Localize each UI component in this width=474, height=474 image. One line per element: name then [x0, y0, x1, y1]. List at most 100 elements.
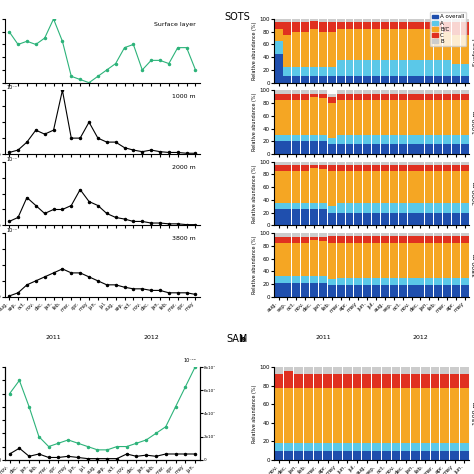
- Bar: [399, 22, 407, 28]
- Bar: [292, 135, 300, 141]
- Bar: [461, 91, 469, 93]
- Bar: [425, 203, 433, 213]
- Bar: [443, 32, 451, 60]
- Bar: [443, 22, 451, 32]
- Bar: [274, 367, 283, 374]
- Bar: [443, 213, 451, 226]
- Bar: [417, 22, 424, 28]
- Bar: [363, 165, 371, 171]
- Bar: [443, 236, 451, 243]
- Bar: [381, 19, 389, 22]
- Bar: [408, 233, 416, 236]
- Bar: [382, 374, 391, 388]
- Bar: [452, 35, 460, 64]
- Bar: [363, 233, 371, 236]
- Bar: [346, 135, 354, 145]
- Bar: [283, 165, 292, 171]
- Bar: [381, 236, 389, 243]
- Bar: [346, 213, 354, 226]
- Bar: [399, 60, 407, 76]
- Bar: [363, 19, 371, 22]
- Bar: [301, 141, 309, 154]
- Bar: [372, 28, 380, 60]
- Bar: [337, 213, 345, 226]
- Bar: [328, 165, 336, 171]
- Bar: [294, 374, 303, 388]
- Bar: [452, 22, 460, 35]
- Bar: [452, 236, 460, 243]
- Bar: [390, 203, 398, 213]
- Bar: [434, 165, 442, 171]
- Bar: [283, 35, 292, 67]
- Bar: [292, 283, 300, 297]
- Bar: [461, 93, 469, 100]
- Bar: [284, 388, 293, 443]
- Bar: [452, 93, 460, 100]
- Bar: [443, 93, 451, 100]
- Bar: [425, 100, 433, 135]
- Bar: [399, 236, 407, 243]
- Bar: [310, 240, 318, 276]
- Bar: [408, 60, 416, 76]
- Bar: [301, 32, 309, 67]
- Bar: [408, 135, 416, 145]
- Bar: [328, 22, 336, 32]
- Bar: [452, 76, 460, 82]
- Bar: [408, 145, 416, 154]
- Bar: [292, 233, 300, 237]
- Bar: [310, 141, 318, 154]
- Bar: [355, 60, 362, 76]
- Bar: [310, 283, 318, 297]
- Bar: [390, 22, 398, 28]
- Bar: [319, 233, 327, 237]
- Bar: [310, 93, 318, 97]
- Bar: [372, 278, 380, 285]
- Bar: [301, 237, 309, 243]
- Bar: [399, 203, 407, 213]
- Bar: [392, 450, 401, 460]
- Bar: [292, 243, 300, 276]
- Bar: [417, 233, 424, 236]
- Bar: [434, 100, 442, 135]
- Bar: [390, 243, 398, 278]
- Bar: [443, 162, 451, 165]
- Bar: [346, 93, 354, 100]
- Bar: [301, 135, 309, 141]
- Bar: [314, 367, 322, 374]
- Bar: [283, 203, 292, 210]
- Text: Surface layer: Surface layer: [154, 22, 196, 27]
- Bar: [381, 285, 389, 297]
- Bar: [283, 100, 292, 135]
- Bar: [301, 283, 309, 297]
- Bar: [440, 388, 449, 443]
- Bar: [382, 443, 391, 450]
- Bar: [452, 91, 460, 93]
- Text: 10⁻⁷: 10⁻⁷: [7, 85, 18, 91]
- Bar: [363, 28, 371, 60]
- Bar: [408, 93, 416, 100]
- Bar: [283, 22, 292, 35]
- Bar: [301, 171, 309, 203]
- Bar: [274, 171, 283, 203]
- Bar: [452, 278, 460, 285]
- Bar: [425, 60, 433, 76]
- Bar: [421, 367, 430, 374]
- Bar: [408, 243, 416, 278]
- Bar: [399, 213, 407, 226]
- Bar: [372, 22, 380, 28]
- Bar: [363, 171, 371, 203]
- Bar: [283, 93, 292, 100]
- Bar: [319, 141, 327, 154]
- Bar: [372, 93, 380, 100]
- Bar: [310, 168, 318, 203]
- Bar: [319, 22, 327, 32]
- Bar: [460, 367, 469, 374]
- Bar: [372, 243, 380, 278]
- Bar: [434, 171, 442, 203]
- Bar: [294, 450, 303, 460]
- Bar: [319, 276, 327, 283]
- Bar: [292, 276, 300, 283]
- Bar: [443, 19, 451, 22]
- Bar: [355, 28, 362, 60]
- Bar: [392, 367, 401, 374]
